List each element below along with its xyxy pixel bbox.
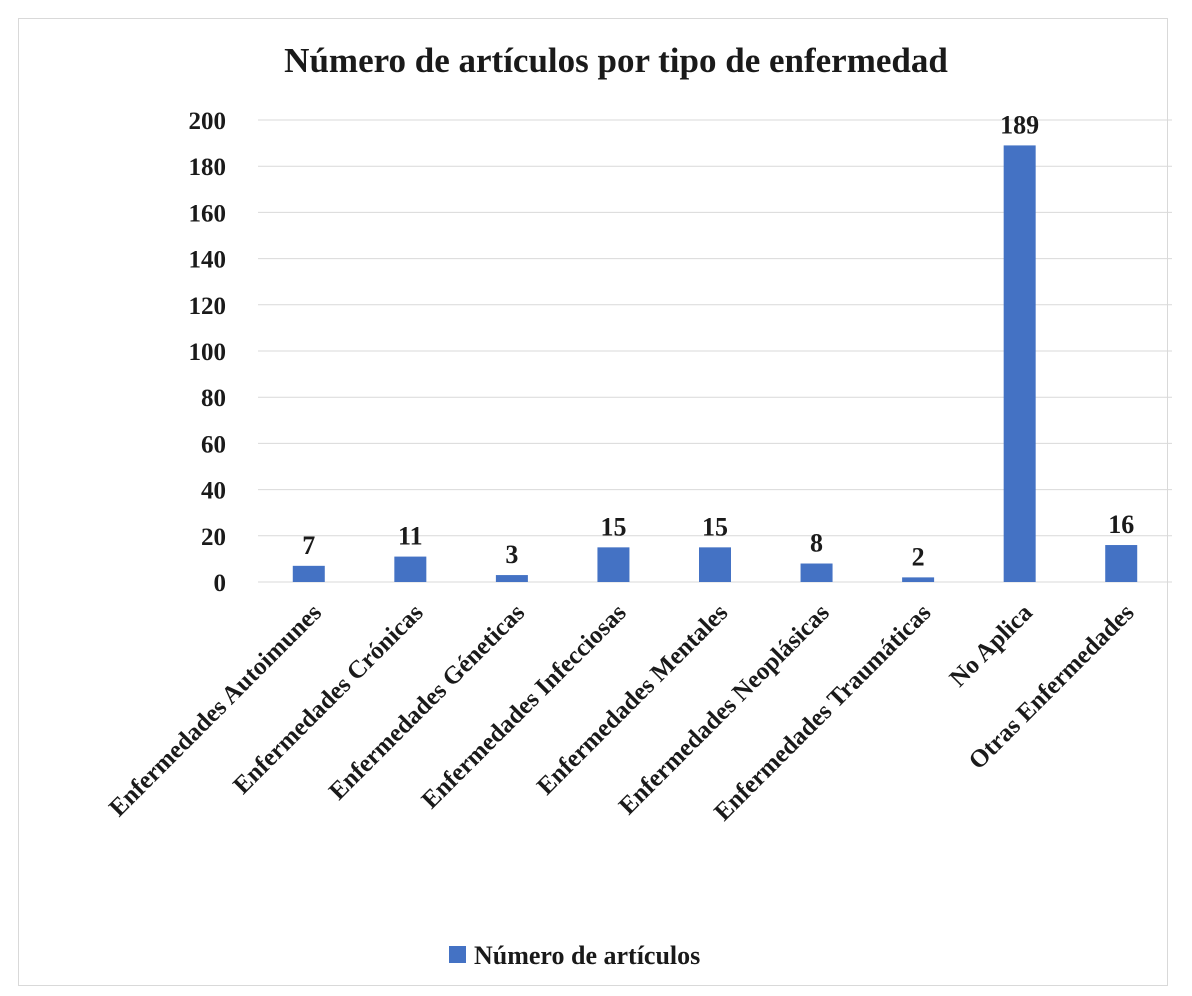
chart-title: Número de artículos por tipo de enfermed… bbox=[284, 41, 948, 80]
data-label: 189 bbox=[1000, 110, 1039, 139]
x-category-label: Enfermedades Crónicas bbox=[228, 599, 428, 799]
data-label: 3 bbox=[505, 540, 518, 569]
bar bbox=[902, 577, 935, 582]
data-label: 8 bbox=[810, 529, 823, 558]
y-tick-label: 140 bbox=[189, 247, 227, 274]
data-labels: 7 11 3 15 15 8 2 189 16 bbox=[302, 110, 1134, 571]
y-tick-label: 80 bbox=[201, 385, 226, 412]
bars bbox=[292, 145, 1138, 582]
chart-frame bbox=[18, 18, 1168, 986]
legend: Número de artículos bbox=[449, 941, 700, 970]
x-category-label: Enfermedades Mentales bbox=[532, 599, 733, 800]
data-label: 7 bbox=[302, 531, 315, 560]
data-label: 16 bbox=[1108, 510, 1134, 539]
legend-swatch bbox=[449, 946, 466, 963]
y-tick-label: 120 bbox=[189, 293, 227, 320]
x-category-label: No Aplica bbox=[945, 599, 1039, 693]
y-tick-label: 180 bbox=[189, 154, 227, 181]
x-category-label: Enfermedades Géneticas bbox=[324, 599, 530, 805]
data-label: 15 bbox=[600, 512, 626, 541]
data-label: 2 bbox=[912, 542, 925, 571]
bar bbox=[495, 575, 528, 582]
x-category-label: Enfermedades Traumáticas bbox=[709, 599, 936, 826]
y-tick-label: 160 bbox=[189, 200, 227, 227]
bar bbox=[394, 556, 427, 582]
bar bbox=[800, 563, 833, 582]
bar bbox=[699, 547, 731, 582]
x-category-label: Enfermedades Infecciosas bbox=[417, 599, 632, 814]
y-tick-label: 200 bbox=[189, 108, 227, 135]
data-label: 15 bbox=[702, 512, 728, 541]
bar bbox=[1105, 545, 1138, 582]
x-category-label: Enfermedades Neoplásicas bbox=[614, 599, 835, 820]
bar bbox=[1003, 145, 1036, 582]
x-category-label: Otras Enfermedades bbox=[964, 599, 1140, 775]
bar bbox=[597, 547, 630, 582]
y-tick-label: 20 bbox=[201, 524, 226, 551]
y-tick-label: 40 bbox=[201, 478, 226, 505]
y-tick-label: 100 bbox=[189, 339, 227, 366]
legend-label: Número de artículos bbox=[474, 941, 700, 970]
y-tick-label: 60 bbox=[201, 431, 226, 458]
y-axis-ticks: 0 20 40 60 80 100 120 140 160 180 200 bbox=[189, 108, 227, 597]
x-category-label: Enfermedades Autoimunes bbox=[104, 599, 327, 822]
y-tick-label: 0 bbox=[214, 570, 227, 597]
bar bbox=[292, 565, 325, 582]
data-label: 11 bbox=[398, 522, 423, 551]
